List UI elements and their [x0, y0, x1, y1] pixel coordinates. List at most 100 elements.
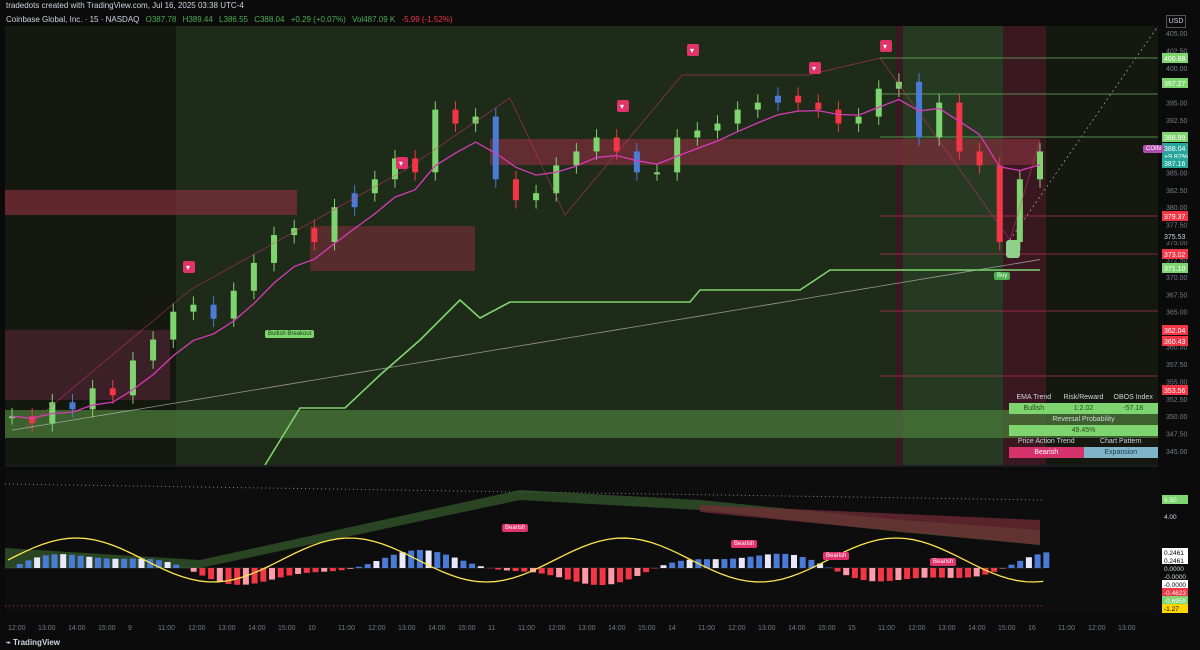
sell-marker-arrow: ▾: [883, 42, 887, 51]
candle-body: [553, 165, 560, 194]
price-label-bg: [1162, 132, 1188, 142]
osc-hist-bar: [521, 568, 528, 572]
candle-body: [916, 81, 923, 138]
osc-hist-bar: [51, 554, 58, 568]
osc-hist-bar: [312, 568, 319, 573]
osc-hist-bar: [625, 568, 632, 580]
osc-label: -0.0000: [1164, 574, 1186, 581]
osc-hist-bar: [225, 568, 232, 584]
osc-hist-bar: [399, 552, 406, 568]
osc-hist-bar: [773, 553, 780, 568]
osc-hist-bar: [912, 568, 919, 579]
candle-body: [311, 228, 318, 243]
buy-marker: [1006, 240, 1020, 258]
x-tick-label: 14: [668, 625, 676, 632]
osc-label-bg: [1162, 596, 1188, 605]
osc-hist-bar: [86, 556, 93, 568]
close-value: C388.04: [254, 15, 285, 24]
reversal-header: Reversal Probability: [1052, 416, 1115, 423]
x-tick-label: 14:00: [788, 625, 806, 632]
osc-hist-bar: [869, 568, 876, 582]
candle-body: [49, 402, 56, 424]
osc-hist-bar: [356, 566, 362, 568]
price-action-header: Price Action Trend: [1017, 438, 1075, 445]
price-label: 397.27: [1164, 81, 1186, 88]
osc-hist-bar: [303, 568, 310, 573]
osc-hist-bar: [721, 559, 728, 568]
oscillator-pane: [5, 470, 1158, 615]
symbol-name[interactable]: Coinbase Global, Inc. · 15 · NASDAQ: [6, 15, 140, 24]
price-label-bg: [1162, 325, 1188, 335]
x-tick-label: 15:00: [278, 625, 296, 632]
osc-hist-bar: [199, 568, 206, 576]
osc-hist-bar: [878, 568, 884, 582]
bearish-label-2: Bearish: [731, 540, 758, 548]
osc-hist-bar: [538, 568, 545, 574]
currency-button[interactable]: USD: [1166, 15, 1186, 28]
y-tick-label: 352.50: [1166, 397, 1188, 404]
osc-hist-bar: [599, 568, 606, 586]
zone-3: [5, 330, 170, 400]
osc-hist-bar: [886, 568, 893, 581]
osc-hist-bar: [669, 562, 676, 568]
osc-label: 4.00: [1164, 514, 1177, 521]
credit-text: tradedots created with TradingView.com, …: [6, 1, 244, 10]
osc-hist-bar: [68, 554, 75, 568]
x-tick-label: 11:00: [158, 625, 175, 632]
obos-header: OBOS Index: [1113, 394, 1153, 401]
osc-hist-bar: [295, 568, 302, 574]
osc-hist-bar: [173, 564, 180, 568]
osc-signal-line: [7, 537, 1044, 583]
risk-reward-value: 1:2.02: [1058, 403, 1109, 414]
osc-hist-bar: [286, 568, 293, 576]
osc-hist-bar: [747, 556, 754, 568]
price-label: 387.16: [1164, 161, 1186, 168]
osc-hist-bar: [834, 568, 841, 572]
osc-hist-bar: [425, 550, 432, 568]
price-label-bg: [1162, 151, 1188, 161]
candle-body: [573, 151, 580, 166]
price-label-bg: [1162, 78, 1188, 88]
price-label-bg: [1162, 263, 1188, 273]
candle-body: [412, 158, 419, 173]
osc-hist-bar: [138, 558, 145, 568]
sell-marker: [880, 40, 892, 52]
osc-hist-bar: [704, 559, 710, 568]
candle-body: [956, 102, 963, 152]
price-label-bg: [1162, 336, 1188, 346]
sell-marker-arrow: ▾: [812, 64, 816, 73]
osc-hist-bar: [382, 557, 389, 568]
osc-hist-bar: [121, 558, 128, 568]
x-tick-label: 15:00: [638, 625, 656, 632]
x-tick-label: 13:00: [38, 625, 56, 632]
price-label-bg: [1162, 231, 1188, 241]
x-tick-label: 11:00: [338, 625, 355, 632]
osc-hist-bar: [373, 561, 380, 568]
projection-line: [1009, 25, 1159, 241]
x-tick-label: 14:00: [608, 625, 626, 632]
tradingview-logo[interactable]: ⌁ TradingView: [6, 638, 61, 647]
x-tick-label: 13:00: [578, 625, 596, 632]
osc-hist-bar: [321, 568, 328, 572]
candle-body: [533, 193, 540, 201]
x-tick-label: 14:00: [968, 625, 986, 632]
candle-body: [875, 88, 882, 117]
osc-hist-bar: [660, 565, 667, 568]
osc-hist-bar: [938, 568, 945, 578]
y-tick-label: 370.00: [1166, 275, 1188, 282]
candle-body: [714, 123, 721, 131]
y-tick-label: 405.00: [1166, 31, 1188, 38]
price-label: 388.04: [1164, 146, 1186, 153]
osc-hist-bar: [434, 552, 441, 568]
candle-body: [774, 95, 781, 103]
osc-hist-bar: [95, 557, 101, 568]
osc-hist-bar: [808, 559, 815, 568]
candle-body: [936, 102, 943, 138]
osc-hist-bar: [1043, 552, 1050, 568]
osc-hist-bar: [234, 568, 241, 585]
osc-hist-bar: [973, 568, 980, 577]
y-tick-label: 377.50: [1166, 223, 1188, 230]
price-label: 360.43: [1164, 339, 1186, 346]
osc-hist-bar: [895, 568, 902, 581]
